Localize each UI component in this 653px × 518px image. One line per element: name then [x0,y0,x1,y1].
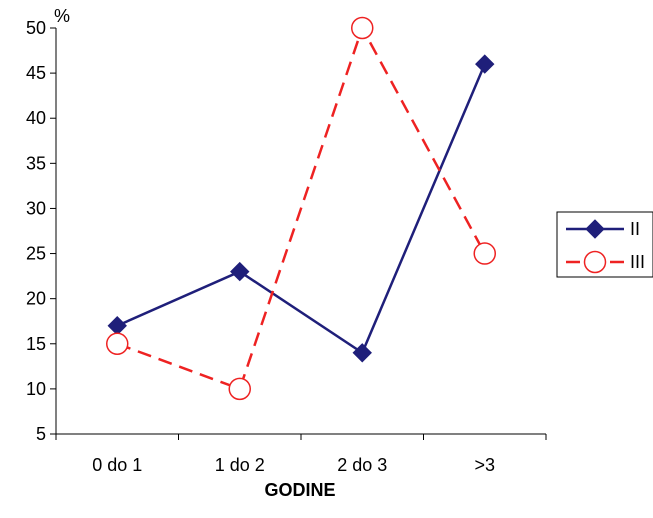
y-tick-label: 5 [36,424,46,444]
series-line-ii [116,63,486,355]
series-ii [107,54,495,363]
y-tick-label: 20 [26,289,46,309]
data-point-iii [106,332,129,356]
data-point-ii [475,54,495,74]
data-point-iii [473,242,496,265]
x-axis-title: GODINE [264,480,335,500]
legend-marker-ii [585,219,605,239]
x-tick-label: >3 [474,455,495,475]
x-tick-label: 0 do 1 [92,455,142,475]
data-point-iii [228,377,251,401]
legend-label-ii: II [630,219,640,239]
y-tick-label: 50 [26,18,46,38]
series-iii [106,16,496,401]
y-tick-label: 15 [26,334,46,354]
x-tick-label: 2 do 3 [337,455,387,475]
y-tick-label: 45 [26,63,46,83]
data-point-iii [351,16,374,40]
legend-entry-iii: III [566,250,645,274]
y-tick-label: 25 [26,244,46,264]
series-line-iii [116,24,486,391]
y-tick-label: 30 [26,198,46,218]
data-point-ii [107,316,127,336]
y-tick-label: 40 [26,108,46,128]
legend-entry-ii: II [566,219,640,239]
x-tick-label: 1 do 2 [215,455,265,475]
legend-marker-iii [583,250,607,274]
y-tick-label: 35 [26,153,46,173]
data-point-ii [352,343,372,363]
data-point-ii [230,261,250,282]
legend-label-iii: III [630,252,645,272]
y-tick-label: 10 [26,379,46,399]
y-axis-unit-label: % [54,6,70,26]
